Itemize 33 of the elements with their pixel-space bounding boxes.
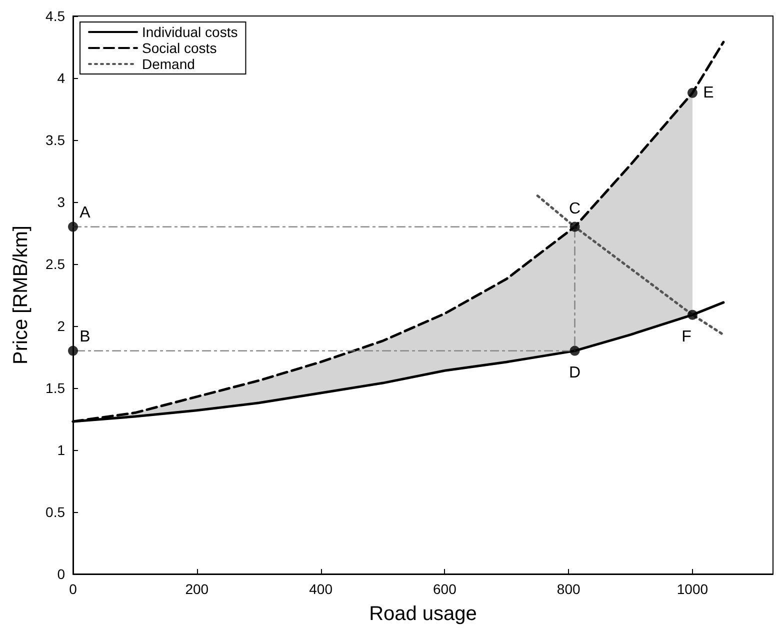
y-tick-label: 0 bbox=[57, 566, 66, 582]
point bbox=[570, 346, 580, 356]
point bbox=[68, 346, 78, 356]
y-tick-label: 4 bbox=[57, 70, 66, 86]
point bbox=[68, 222, 78, 232]
x-tick-label: 600 bbox=[433, 581, 457, 597]
x-tick-label: 800 bbox=[556, 581, 580, 597]
x-tick-label: 0 bbox=[69, 581, 78, 597]
point bbox=[687, 310, 698, 320]
annotation: D bbox=[568, 364, 581, 382]
x-tick-label: 1000 bbox=[676, 581, 708, 597]
y-tick-label: 0.5 bbox=[46, 504, 66, 520]
annotation: A bbox=[80, 204, 91, 222]
y-tick-label: 2 bbox=[57, 318, 66, 334]
x-axis-title: Road usage bbox=[369, 603, 477, 625]
annotation: C bbox=[568, 200, 581, 218]
point bbox=[687, 88, 698, 98]
annotation: F bbox=[682, 328, 692, 346]
x-tick-label: 200 bbox=[185, 581, 209, 597]
y-tick-label: 1 bbox=[57, 442, 66, 458]
y-tick-label: 4.5 bbox=[46, 8, 66, 24]
y-tick-label: 3.5 bbox=[46, 132, 66, 148]
legend-label: Social costs bbox=[142, 40, 217, 56]
x-tick-label: 400 bbox=[309, 581, 333, 597]
legend-label: Individual costs bbox=[142, 24, 238, 40]
y-axis-title: Price [RMB/km] bbox=[10, 226, 32, 364]
y-tick-label: 3 bbox=[57, 194, 66, 210]
y-tick-label: 2.5 bbox=[46, 256, 66, 272]
annotation: B bbox=[80, 328, 90, 346]
annotation: E bbox=[703, 84, 714, 102]
point bbox=[570, 222, 580, 232]
legend-label: Demand bbox=[142, 56, 195, 72]
y-tick-label: 1.5 bbox=[46, 380, 66, 396]
